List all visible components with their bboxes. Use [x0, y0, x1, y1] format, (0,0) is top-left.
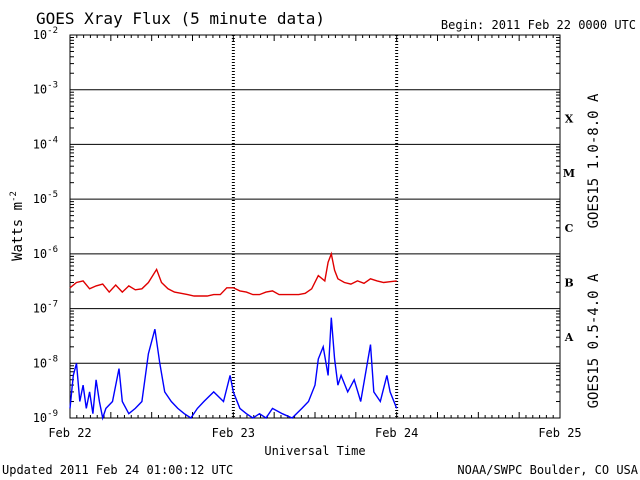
data-source: NOAA/SWPC Boulder, CO USA: [457, 463, 638, 477]
x-tick-label: Feb 24: [375, 426, 418, 440]
y-tick-label: 10-2: [33, 26, 58, 42]
chart-title: GOES Xray Flux (5 minute data): [36, 9, 325, 28]
day-separator-lines: [231, 35, 399, 418]
decade-gridlines: [70, 34, 560, 419]
y-tick-exponent: -7: [47, 300, 58, 310]
x-axis-label: Universal Time: [264, 444, 365, 458]
y-tick-base: 10: [33, 137, 47, 151]
x-tick-label: Feb 22: [48, 426, 91, 440]
y-tick-label: 10-7: [33, 300, 58, 316]
y-axis-label: Watts m-2: [9, 191, 26, 261]
legend-short-channel: GOES15 0.5-4.0 A: [586, 273, 602, 408]
y-tick-exponent: -8: [47, 354, 58, 364]
y-tick-base: 10: [33, 28, 47, 42]
y-tick-base: 10: [33, 411, 47, 425]
y-tick-base: 10: [33, 192, 47, 206]
y-tick-label: 10-8: [33, 354, 58, 370]
series-line-short-channel: [69, 317, 398, 421]
y-tick-label: 10-4: [33, 135, 58, 151]
flare-class-c: C: [565, 222, 574, 235]
y-tick-labels: 10-210-310-410-510-610-710-810-9: [33, 26, 560, 425]
flare-class-x: X: [565, 112, 574, 125]
y-axis-label-base: Watts m: [10, 202, 26, 261]
y-tick-exponent: -3: [47, 81, 58, 91]
y-tick-exponent: -6: [47, 245, 58, 255]
plot-frame: [69, 34, 561, 419]
y-tick-base: 10: [33, 356, 47, 370]
flare-class-a: A: [564, 331, 574, 344]
y-tick-base: 10: [33, 247, 47, 261]
flare-class-m: M: [563, 167, 575, 180]
flare-class-labels: X M C B A: [563, 112, 575, 344]
updated-timestamp: Updated 2011 Feb 24 01:00:12 UTC: [2, 463, 233, 477]
x-tick-label: Feb 23: [212, 426, 255, 440]
legend-long-channel: GOES15 1.0-8.0 A: [586, 93, 602, 228]
y-tick-exponent: -9: [47, 409, 58, 419]
flare-class-b: B: [564, 276, 573, 289]
x-tick-labels: Feb 22 Feb 23 Feb 24 Feb 25: [48, 35, 582, 440]
y-tick-base: 10: [33, 83, 47, 97]
begin-label: Begin: 2011 Feb 22 0000 UTC: [441, 18, 636, 32]
y-tick-exponent: -4: [47, 135, 58, 145]
y-tick-exponent: -2: [47, 26, 58, 36]
flux-series: [69, 251, 398, 421]
y-tick-label: 10-9: [33, 409, 58, 425]
y-tick-label: 10-3: [33, 81, 58, 97]
y-tick-base: 10: [33, 302, 47, 316]
series-line-long-channel: [69, 251, 397, 297]
y-axis-label-exponent: -2: [9, 191, 19, 202]
y-tick-label: 10-6: [33, 245, 58, 261]
x-tick-label: Feb 25: [538, 426, 581, 440]
y-tick-exponent: -5: [47, 190, 58, 200]
y-tick-label: 10-5: [33, 190, 58, 206]
